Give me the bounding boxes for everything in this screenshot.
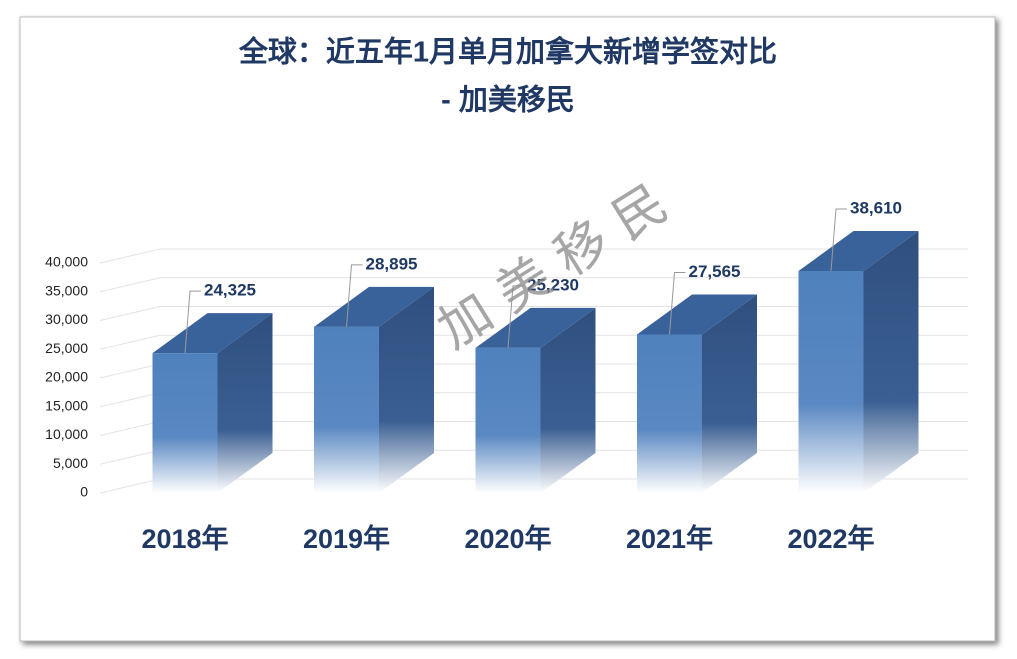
x-tick-label: 2020年: [464, 523, 551, 554]
grid-line: [99, 248, 968, 264]
bars: 2018年 24,325 2019年 28,895 2020年 25,230 2021年 27…: [141, 198, 919, 554]
y-tick-label: 40,000: [45, 254, 88, 270]
chart-subtitle: - 加美移民: [441, 84, 575, 117]
x-tick-label: 2019年: [303, 523, 390, 554]
bar-top: [798, 230, 919, 271]
y-tick-label: 0: [80, 484, 88, 500]
bar: 24,325: [152, 281, 273, 493]
x-tick-label: 2022年: [787, 523, 874, 554]
chart-title: 全球：近五年1月单月加拿大新增学签对比: [238, 35, 777, 69]
leader-line: [507, 285, 524, 348]
bar: 28,895: [314, 254, 434, 493]
value-label: 24,325: [204, 281, 256, 300]
bar-top: [314, 286, 434, 327]
y-tick-label: 15,000: [45, 397, 88, 413]
bar-side: [540, 307, 596, 493]
bar-top: [637, 294, 757, 335]
bar: 38,610: [798, 198, 919, 493]
leader-line: [669, 272, 686, 335]
bar-front: [314, 326, 379, 493]
bar: 25,230: [475, 275, 596, 493]
bar-front: [637, 334, 702, 493]
leader-line: [830, 208, 847, 272]
bar-front: [798, 270, 864, 493]
bar-top: [475, 307, 596, 348]
bar: 27,565: [637, 262, 757, 493]
value-label: 28,895: [366, 254, 418, 273]
y-tick-label: 30,000: [45, 311, 88, 327]
leader-line: [184, 290, 201, 354]
leader-line: [346, 264, 363, 327]
bar-front: [152, 353, 218, 493]
bar-side: [217, 313, 273, 493]
y-tick-label: 35,000: [45, 282, 88, 298]
x-tick-label: 2018年: [141, 523, 228, 554]
bar-side: [379, 286, 434, 493]
value-label: 38,610: [850, 198, 902, 217]
value-label: 27,565: [689, 262, 741, 281]
x-tick-label: 2021年: [626, 523, 713, 554]
grid-line: [99, 277, 968, 293]
y-tick-label: 25,000: [45, 340, 88, 356]
bar-side: [863, 230, 919, 493]
y-tick-label: 5,000: [53, 455, 88, 471]
y-tick-label: 10,000: [45, 426, 88, 442]
bar-top: [152, 313, 273, 354]
bar-side: [702, 294, 757, 493]
bar-front: [475, 347, 541, 493]
value-label: 25,230: [527, 275, 579, 294]
y-tick-label: 20,000: [45, 369, 88, 385]
